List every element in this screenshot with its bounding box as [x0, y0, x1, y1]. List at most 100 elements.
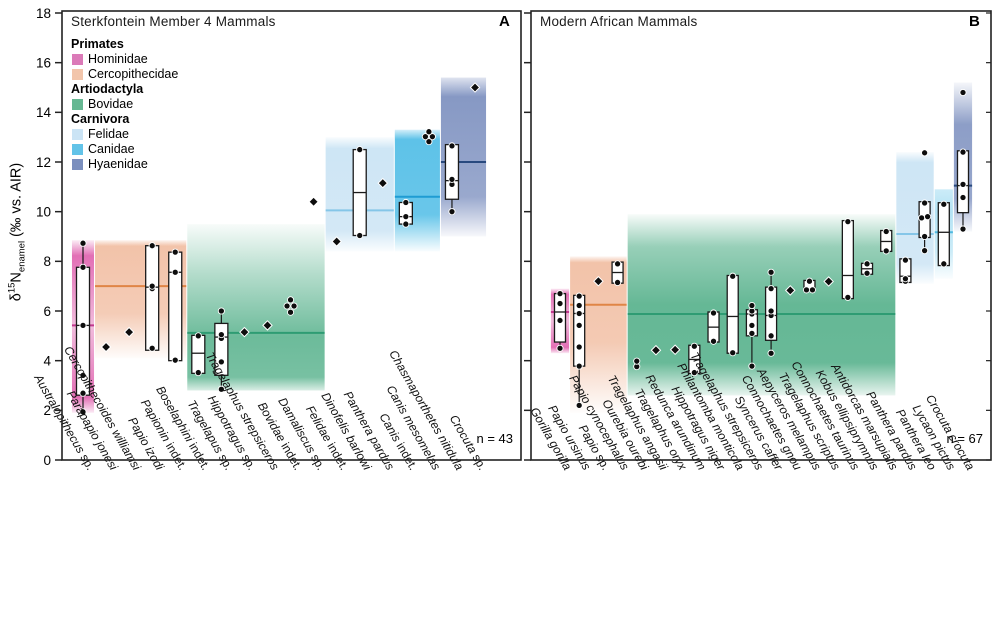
felidae-swatch-icon — [72, 129, 83, 140]
data-point — [575, 343, 583, 351]
data-point — [286, 308, 295, 316]
data-point — [331, 236, 342, 247]
data-point — [844, 293, 852, 301]
panel-frame — [61, 10, 522, 461]
data-point — [283, 302, 291, 310]
y-label-sub: enamel — [16, 240, 28, 273]
data-point — [593, 275, 604, 287]
data-point — [709, 309, 718, 317]
data-point — [924, 213, 932, 221]
y-tick-label: 18 — [36, 6, 51, 21]
data-point — [575, 401, 583, 409]
data-point — [402, 213, 410, 221]
legend-group-carnivora: Carnivora — [71, 112, 130, 126]
panel-frame — [530, 10, 992, 461]
data-point — [767, 349, 775, 357]
cercopithecidae-swatch-icon — [72, 69, 83, 80]
data-point — [428, 133, 436, 141]
hyaenidae-swatch-icon — [72, 159, 83, 170]
data-point — [171, 248, 179, 256]
data-point — [690, 369, 698, 377]
data-point — [863, 269, 871, 277]
data-point — [148, 242, 156, 250]
data-point — [669, 344, 681, 356]
data-point — [959, 148, 967, 156]
data-point — [286, 296, 295, 304]
data-point — [217, 331, 225, 339]
data-point — [650, 344, 662, 356]
data-point — [959, 180, 967, 188]
data-point — [863, 260, 871, 268]
data-point — [748, 321, 756, 329]
legend-label: Hominidae — [88, 52, 148, 66]
data-point — [823, 276, 834, 287]
panel-b-title: Modern African Mammals — [540, 14, 698, 29]
data-point — [469, 82, 481, 93]
data-point — [171, 356, 179, 364]
boxplot-box — [191, 334, 206, 374]
data-point — [882, 227, 890, 236]
data-point — [959, 88, 967, 97]
data-point — [575, 309, 583, 318]
panel-a-sample-size: n = 43 — [476, 431, 513, 446]
data-point — [79, 321, 87, 329]
data-point — [556, 344, 564, 352]
data-point — [79, 239, 87, 247]
y-tick-label: 14 — [36, 105, 52, 120]
y-axis-label: δ15Nenamel (‰ vs. AIR) — [7, 163, 28, 301]
data-point — [308, 196, 319, 208]
data-point — [614, 278, 622, 286]
data-point — [148, 282, 156, 290]
y-tick-label: 6 — [43, 304, 51, 319]
data-point — [940, 260, 948, 268]
data-point — [79, 389, 87, 397]
data-point — [575, 292, 583, 300]
data-point — [448, 175, 456, 183]
boxplot-box — [841, 219, 854, 300]
panel-b-letter: B — [969, 13, 980, 30]
data-point — [767, 285, 775, 293]
boxplot-box — [726, 274, 739, 354]
data-point — [575, 362, 583, 370]
boxplot-box — [168, 251, 183, 362]
canidae-swatch-icon — [72, 144, 83, 155]
data-point — [959, 225, 967, 233]
data-point — [290, 302, 298, 310]
data-point — [921, 232, 929, 241]
data-point — [402, 220, 410, 228]
panel-a-title: Sterkfontein Member 4 Mammals — [71, 14, 276, 29]
data-point — [748, 301, 756, 310]
legend-label: Cercopithecidae — [88, 67, 179, 81]
y-tick-label: 8 — [43, 254, 51, 269]
data-point — [918, 214, 926, 222]
data-point — [614, 260, 622, 268]
legend-item-canidae: Canidae — [71, 142, 178, 157]
legend-item-hominidae: Hominidae — [71, 52, 178, 67]
data-point — [79, 371, 87, 379]
y-tick-label: 4 — [43, 353, 51, 368]
y-tick-label: 10 — [36, 204, 51, 219]
data-point — [556, 290, 564, 298]
data-point — [709, 337, 718, 345]
data-point — [921, 149, 929, 157]
band-bovidae — [187, 224, 325, 391]
data-point — [79, 408, 87, 416]
data-point — [425, 138, 433, 146]
boxplot-box — [937, 202, 950, 267]
hominidae-swatch-icon — [72, 54, 83, 65]
data-point — [748, 329, 756, 337]
data-point — [802, 286, 811, 294]
data-point — [882, 247, 890, 255]
legend-item-hyaenidae: Hyaenidae — [71, 157, 178, 172]
legend-item-cercopithecidae: Cercopithecidae — [71, 67, 178, 82]
panel-b-sample-size: n = 67 — [946, 431, 983, 446]
data-point — [767, 268, 775, 276]
data-point — [959, 193, 967, 202]
data-point — [729, 349, 737, 357]
bovidae-swatch-icon — [72, 99, 83, 110]
data-point — [239, 326, 250, 338]
data-point — [808, 286, 817, 294]
data-point — [921, 247, 929, 255]
data-point — [402, 198, 410, 207]
